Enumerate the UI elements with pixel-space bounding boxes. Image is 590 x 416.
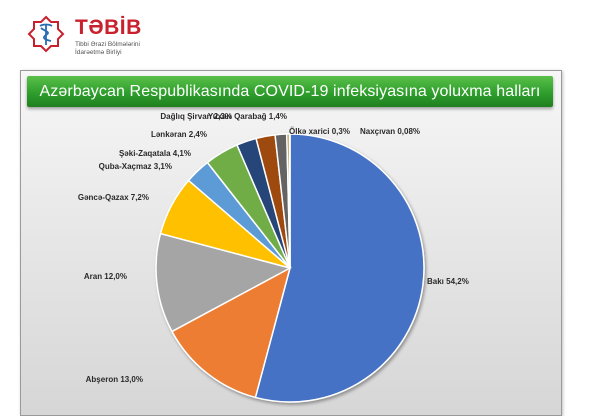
logo-subtitle: Tibbi Ərazi Bölmələrini İdarəetmə Birliy…	[75, 41, 140, 56]
tebib-logo: TƏBİB Tibbi Ərazi Bölmələrini İdarəetmə …	[24, 14, 184, 62]
slice-label: Bakı 54,2%	[427, 277, 469, 286]
chart-title: Azərbaycan Respublikasında COVID-19 infe…	[39, 82, 541, 100]
pie-chart: Bakı 54,2% Abşeron 13,0% Aran 12,0% Gəncə-Q…	[78, 112, 469, 403]
medical-caduceus-icon	[27, 15, 65, 53]
slice-label: Aran 12,0%	[84, 272, 127, 281]
slice-label: Yuxarı Qarabağ 1,4%	[208, 112, 287, 121]
slice-label: Şəki-Zaqatala 4,1%	[119, 149, 191, 158]
logo-subtitle-line-1: Tibbi Ərazi Bölmələrini	[75, 41, 140, 48]
pie-slice	[155, 232, 293, 333]
slice-label: Quba-Xaçmaz 3,1%	[99, 162, 172, 171]
logo-subtitle-line-2: İdarəetmə Birliyi	[75, 48, 122, 56]
pie-slice	[170, 266, 292, 399]
slice-label: Naxçıvan 0,08%	[360, 127, 420, 136]
logo-name: TƏBİB	[75, 16, 142, 39]
pie-slice	[288, 133, 291, 269]
slice-label: Ölkə xarici 0,3%	[289, 127, 350, 136]
slice-label: Abşeron 13,0%	[86, 375, 143, 384]
chart-card: Azərbaycan Respublikasında COVID-19 infe…	[20, 70, 562, 416]
pie-slice	[254, 133, 425, 403]
chart-title-banner: Azərbaycan Respublikasında COVID-19 infe…	[27, 76, 553, 107]
slice-label: Lənkəran 2,4%	[151, 130, 207, 139]
slice-label: Gəncə-Qazax 7,2%	[78, 193, 149, 202]
slice-label: Dağlıq Şirvan 2,3%	[160, 112, 232, 121]
